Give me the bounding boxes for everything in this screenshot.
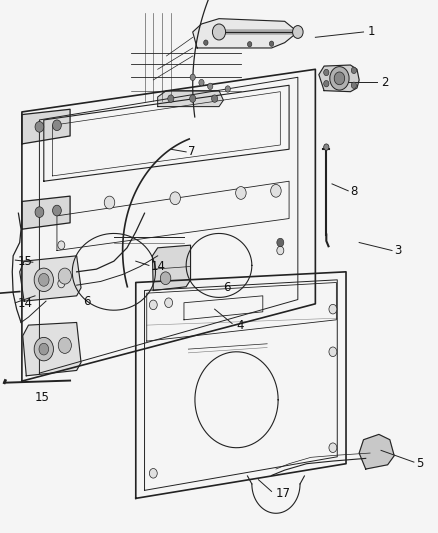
Circle shape bbox=[351, 67, 357, 74]
Circle shape bbox=[236, 187, 246, 199]
Circle shape bbox=[58, 279, 65, 288]
Circle shape bbox=[329, 347, 337, 357]
Circle shape bbox=[190, 74, 195, 80]
Circle shape bbox=[329, 443, 337, 453]
Polygon shape bbox=[22, 109, 70, 144]
Circle shape bbox=[35, 122, 44, 132]
Circle shape bbox=[190, 95, 196, 102]
Circle shape bbox=[225, 86, 230, 92]
Polygon shape bbox=[158, 91, 223, 107]
Polygon shape bbox=[22, 196, 70, 229]
Circle shape bbox=[58, 268, 71, 284]
Circle shape bbox=[329, 304, 337, 314]
Text: 14: 14 bbox=[18, 297, 32, 310]
Text: 3: 3 bbox=[394, 244, 402, 257]
Circle shape bbox=[212, 95, 218, 102]
Circle shape bbox=[271, 184, 281, 197]
Circle shape bbox=[247, 42, 252, 47]
Circle shape bbox=[34, 268, 53, 292]
Polygon shape bbox=[152, 245, 191, 290]
Circle shape bbox=[53, 205, 61, 216]
Circle shape bbox=[324, 80, 329, 87]
Circle shape bbox=[165, 298, 173, 308]
Text: 15: 15 bbox=[18, 255, 32, 268]
Polygon shape bbox=[23, 322, 81, 376]
Circle shape bbox=[160, 272, 171, 285]
Text: 15: 15 bbox=[34, 391, 49, 403]
Polygon shape bbox=[359, 434, 394, 469]
Circle shape bbox=[149, 300, 157, 310]
Circle shape bbox=[208, 83, 213, 90]
Text: 7: 7 bbox=[188, 146, 196, 158]
Circle shape bbox=[324, 144, 329, 150]
Circle shape bbox=[104, 196, 115, 209]
Circle shape bbox=[204, 40, 208, 45]
Text: 14: 14 bbox=[151, 260, 166, 273]
Text: 2: 2 bbox=[381, 76, 389, 89]
Circle shape bbox=[330, 67, 349, 90]
Circle shape bbox=[39, 273, 49, 286]
Circle shape bbox=[58, 337, 71, 353]
Circle shape bbox=[277, 238, 284, 247]
Polygon shape bbox=[319, 65, 359, 92]
Circle shape bbox=[53, 120, 61, 131]
Circle shape bbox=[269, 41, 274, 46]
Text: 17: 17 bbox=[276, 487, 291, 499]
Text: 8: 8 bbox=[350, 185, 358, 198]
Circle shape bbox=[277, 246, 284, 255]
Text: 5: 5 bbox=[416, 457, 424, 470]
Text: 4: 4 bbox=[237, 319, 244, 332]
Circle shape bbox=[334, 72, 345, 85]
Circle shape bbox=[149, 469, 157, 478]
Text: 1: 1 bbox=[368, 26, 375, 38]
Text: 6: 6 bbox=[83, 295, 91, 308]
Polygon shape bbox=[193, 19, 298, 48]
Circle shape bbox=[35, 207, 44, 217]
Circle shape bbox=[212, 24, 226, 40]
Circle shape bbox=[324, 69, 329, 76]
Circle shape bbox=[170, 192, 180, 205]
Circle shape bbox=[58, 241, 65, 249]
Circle shape bbox=[351, 82, 357, 88]
Circle shape bbox=[39, 343, 49, 355]
Polygon shape bbox=[20, 256, 81, 301]
Circle shape bbox=[293, 26, 303, 38]
Circle shape bbox=[168, 95, 174, 102]
Circle shape bbox=[34, 337, 53, 361]
Circle shape bbox=[199, 79, 204, 86]
Text: 6: 6 bbox=[223, 281, 231, 294]
